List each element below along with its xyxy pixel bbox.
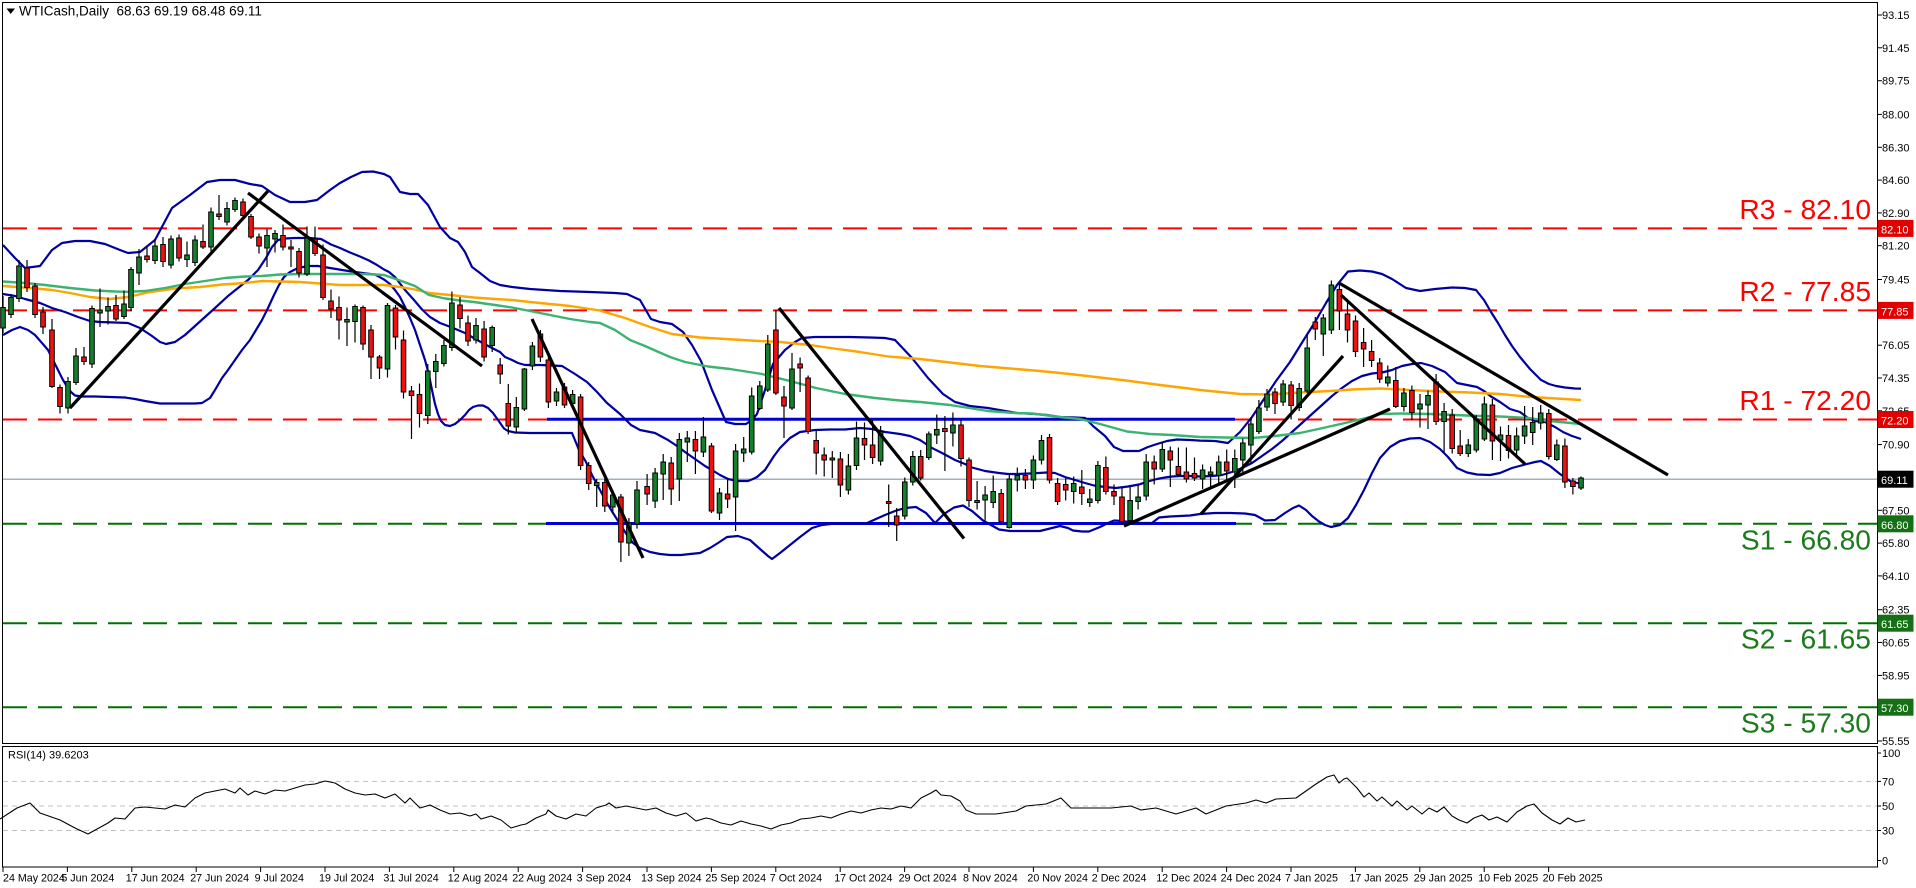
svg-text:12 Aug 2024: 12 Aug 2024 (448, 873, 508, 885)
svg-text:R1 - 72.20: R1 - 72.20 (1739, 384, 1871, 416)
svg-text:17 Jun 2024: 17 Jun 2024 (126, 873, 185, 885)
svg-text:86.30: 86.30 (1882, 142, 1910, 154)
svg-text:R3 - 82.10: R3 - 82.10 (1739, 193, 1871, 225)
svg-text:24 May 2024: 24 May 2024 (3, 873, 65, 885)
svg-text:25 Sep 2024: 25 Sep 2024 (705, 873, 766, 885)
svg-text:8 Nov 2024: 8 Nov 2024 (963, 873, 1018, 885)
svg-text:20 Nov 2024: 20 Nov 2024 (1027, 873, 1088, 885)
svg-text:72.20: 72.20 (1881, 416, 1909, 428)
svg-text:3 Sep 2024: 3 Sep 2024 (577, 873, 632, 885)
svg-text:69.11: 69.11 (1881, 475, 1908, 487)
svg-text:81.20: 81.20 (1882, 241, 1910, 253)
svg-text:61.65: 61.65 (1881, 619, 1909, 631)
svg-text:R2 - 77.85: R2 - 77.85 (1739, 275, 1871, 307)
svg-text:82.90: 82.90 (1882, 208, 1910, 220)
svg-text:7 Jan 2025: 7 Jan 2025 (1285, 873, 1338, 885)
svg-text:58.95: 58.95 (1882, 670, 1910, 682)
svg-text:RSI(14) 39.6203: RSI(14) 39.6203 (8, 750, 89, 762)
svg-text:89.75: 89.75 (1882, 76, 1910, 88)
svg-text:60.65: 60.65 (1882, 638, 1910, 650)
svg-text:66.80: 66.80 (1881, 520, 1909, 532)
svg-text:50: 50 (1882, 801, 1894, 813)
svg-text:93.15: 93.15 (1882, 10, 1910, 22)
svg-text:7 Oct 2024: 7 Oct 2024 (770, 873, 822, 885)
svg-text:9 Jul 2024: 9 Jul 2024 (255, 873, 304, 885)
svg-text:77.85: 77.85 (1881, 306, 1909, 318)
svg-text:17 Oct 2024: 17 Oct 2024 (834, 873, 892, 885)
svg-text:0: 0 (1882, 856, 1888, 868)
svg-text:65.80: 65.80 (1882, 538, 1910, 550)
svg-text:84.60: 84.60 (1882, 175, 1910, 187)
svg-text:27 Jun 2024: 27 Jun 2024 (190, 873, 249, 885)
svg-text:67.50: 67.50 (1882, 505, 1910, 517)
svg-text:20 Feb 2025: 20 Feb 2025 (1543, 873, 1603, 885)
svg-text:17 Jan 2025: 17 Jan 2025 (1349, 873, 1408, 885)
svg-text:30: 30 (1882, 826, 1894, 838)
svg-text:S3 - 57.30: S3 - 57.30 (1741, 707, 1871, 739)
svg-text:19 Jul 2024: 19 Jul 2024 (319, 873, 374, 885)
svg-text:13 Sep 2024: 13 Sep 2024 (641, 873, 702, 885)
svg-text:70: 70 (1882, 776, 1894, 788)
svg-text:55.55: 55.55 (1882, 736, 1910, 748)
svg-text:WTICash,Daily 68.63 69.19 68.: WTICash,Daily 68.63 69.19 68.48 69.11 (19, 4, 262, 19)
svg-text:22 Aug 2024: 22 Aug 2024 (512, 873, 572, 885)
svg-text:74.35: 74.35 (1882, 373, 1910, 385)
svg-text:12 Dec 2024: 12 Dec 2024 (1156, 873, 1217, 885)
svg-text:5 Jun 2024: 5 Jun 2024 (61, 873, 114, 885)
svg-text:31 Jul 2024: 31 Jul 2024 (383, 873, 438, 885)
svg-text:29 Oct 2024: 29 Oct 2024 (899, 873, 957, 885)
svg-text:76.05: 76.05 (1882, 340, 1910, 352)
svg-text:79.45: 79.45 (1882, 275, 1910, 287)
svg-text:82.10: 82.10 (1881, 224, 1909, 236)
svg-text:91.45: 91.45 (1882, 43, 1910, 55)
svg-text:70.90: 70.90 (1882, 440, 1910, 452)
svg-text:62.35: 62.35 (1882, 605, 1910, 617)
svg-text:57.30: 57.30 (1881, 703, 1909, 715)
svg-text:24 Dec 2024: 24 Dec 2024 (1221, 873, 1282, 885)
svg-text:S2 - 61.65: S2 - 61.65 (1741, 623, 1871, 655)
svg-text:29 Jan 2025: 29 Jan 2025 (1414, 873, 1473, 885)
svg-text:100: 100 (1882, 748, 1900, 760)
svg-text:2 Dec 2024: 2 Dec 2024 (1092, 873, 1147, 885)
svg-text:88.00: 88.00 (1882, 109, 1910, 121)
svg-text:10 Feb 2025: 10 Feb 2025 (1478, 873, 1538, 885)
svg-text:S1 - 66.80: S1 - 66.80 (1741, 523, 1871, 555)
svg-text:64.10: 64.10 (1882, 571, 1910, 583)
